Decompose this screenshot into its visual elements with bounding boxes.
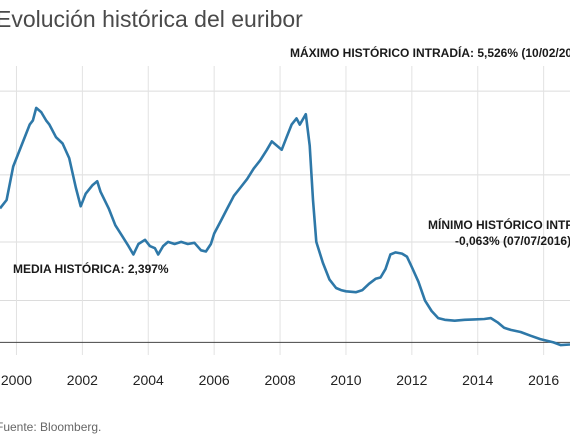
x-tick-label-2010: 2010 (330, 372, 361, 388)
x-tick-label-2012: 2012 (396, 372, 427, 388)
x-tick-label-2000: 2000 (1, 372, 32, 388)
x-tick-label-2008: 2008 (264, 372, 295, 388)
x-tick-label-2004: 2004 (133, 372, 164, 388)
annotation-max: MÁXIMO HISTÓRICO INTRADÍA: 5,526% (10/02… (290, 45, 570, 60)
source-note: Fuente: Bloomberg. (0, 420, 102, 434)
x-tick-label-2016: 2016 (528, 372, 559, 388)
series-line-euribor (0, 106, 570, 347)
x-tick-label-2006: 2006 (199, 372, 230, 388)
x-tick-label-2002: 2002 (67, 372, 98, 388)
annotation-min-line1: MÍNIMO HISTÓRICO INTRADÍA: (428, 217, 570, 232)
annotation-min-line2: -0,063% (07/07/2016) (455, 234, 570, 248)
annotation-media: MEDIA HISTÓRICA: 2,397% (13, 261, 169, 276)
annotations: MÁXIMO HISTÓRICO INTRADÍA: 5,526% (10/02… (13, 45, 570, 276)
x-axis: 2000 2002 2004 2006 2008 2010 2012 2014 2016 (1, 372, 560, 388)
grid-lines (0, 66, 570, 355)
series-group (0, 106, 570, 347)
x-tick-label-2014: 2014 (462, 372, 493, 388)
chart-title: Evolución histórica del euribor (0, 6, 303, 32)
